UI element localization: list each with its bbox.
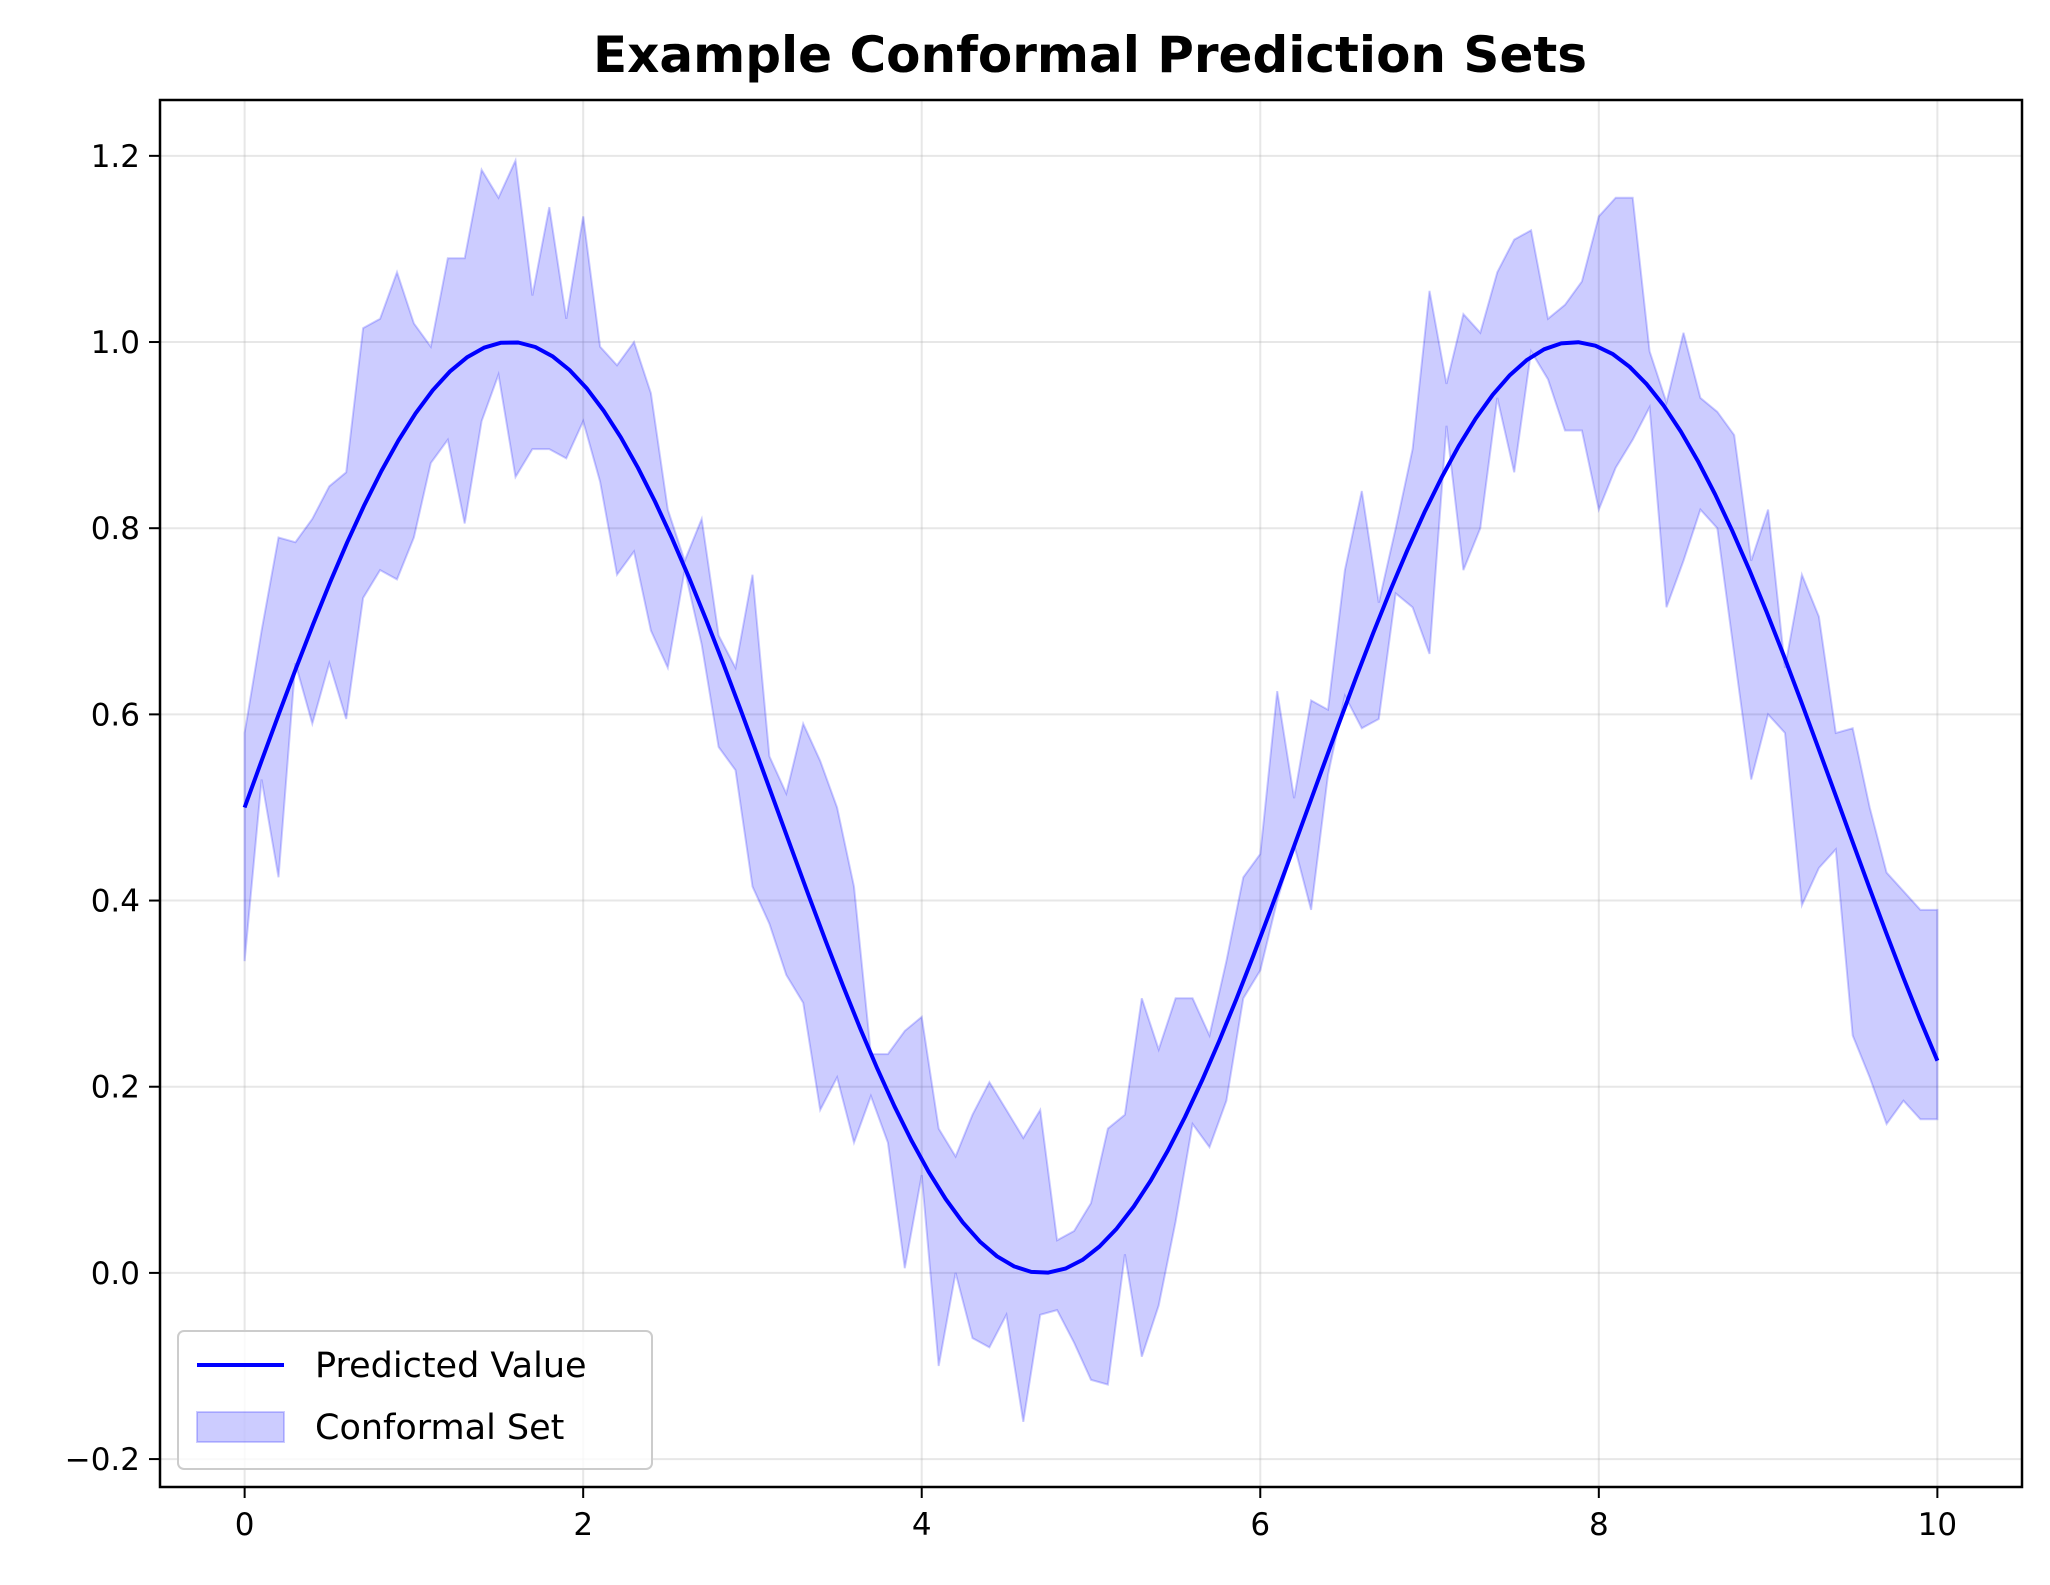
x-tick-label: 6 <box>1250 1507 1270 1543</box>
y-axis-ticks: −0.2 0.0 0.2 0.4 0.6 0.8 1.0 1.2 <box>65 139 160 1478</box>
plot-frame <box>158 98 2024 1489</box>
y-tick-label: 0.2 <box>91 1070 140 1106</box>
y-tick-label: 0.6 <box>91 697 140 733</box>
predicted-value-path <box>242 340 1940 1275</box>
y-tick-label: −0.2 <box>65 1442 140 1478</box>
x-tick-label: 10 <box>1918 1507 1957 1543</box>
legend-band-swatch <box>196 1411 285 1443</box>
x-tick-label: 8 <box>1589 1507 1609 1543</box>
conformal-set-band <box>243 156 1939 1422</box>
legend-label-conformal: Conformal Set <box>315 1408 564 1448</box>
chart-title: Example Conformal Prediction Sets <box>593 26 1587 84</box>
y-tick-label: 1.0 <box>91 325 140 361</box>
predicted-value-line <box>242 340 1940 1275</box>
legend-box <box>177 1330 653 1470</box>
y-tick-label: 1.2 <box>91 139 140 175</box>
grid <box>160 100 2022 1487</box>
y-tick-label: 0.0 <box>91 1256 140 1292</box>
y-tick-label: 0.8 <box>91 511 140 547</box>
x-tick-label: 2 <box>573 1507 593 1543</box>
x-tick-label: 0 <box>235 1507 255 1543</box>
y-tick-label: 0.4 <box>91 884 140 920</box>
conformal-set-area <box>243 156 1939 1422</box>
x-axis-ticks: 0 2 4 6 8 10 <box>235 1487 1957 1543</box>
x-tick-label: 4 <box>912 1507 932 1543</box>
legend-label-predicted: Predicted Value <box>315 1346 587 1386</box>
legend: Predicted Value Conformal Set <box>177 1330 653 1470</box>
